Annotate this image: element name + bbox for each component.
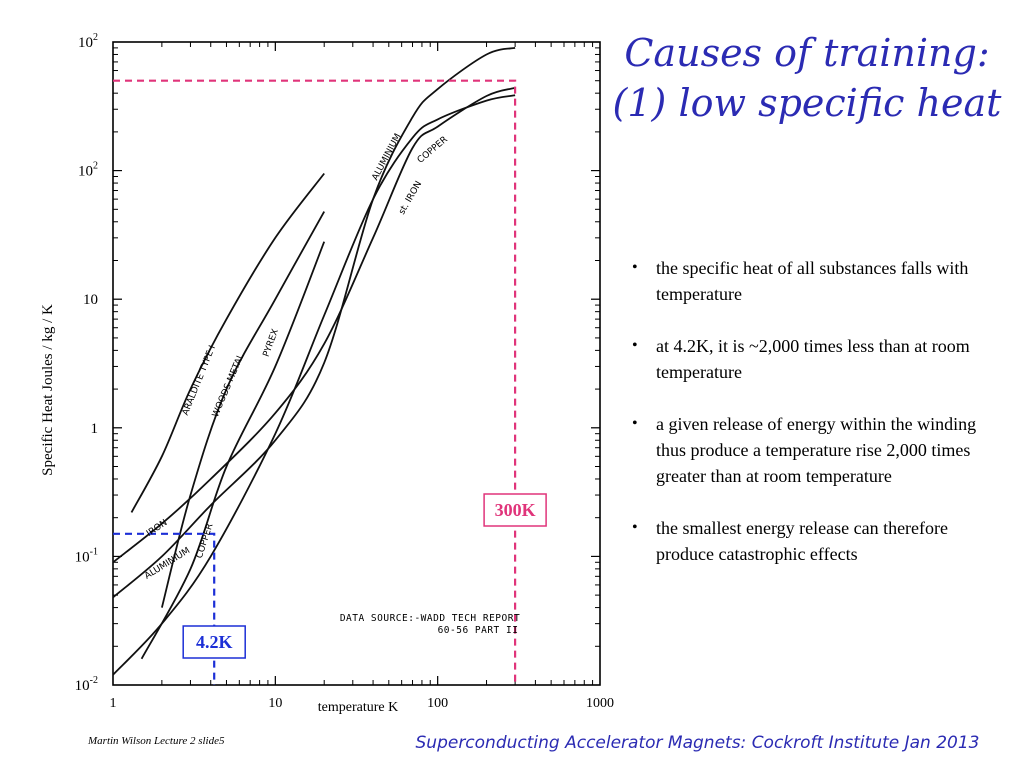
footer-course: Superconducting Accelerator Magnets: Coc… xyxy=(415,733,980,753)
y-tick-base: 10 xyxy=(78,35,93,51)
slide-title: Causes of training: (1) low specific hea… xyxy=(612,28,1002,128)
y-tick-label: 102 xyxy=(78,32,98,51)
chart-frame xyxy=(112,41,601,686)
y-tick-exponent: 2 xyxy=(93,161,98,172)
y-tick-label: 102 xyxy=(78,161,98,180)
marker-label-42k: 4.2K xyxy=(196,632,233,652)
x-axis-label: temperature K xyxy=(318,700,398,715)
footer-author: Martin Wilson Lecture 2 slide5 xyxy=(88,735,225,747)
curve-label-woods-metal: WOODS METAL xyxy=(211,352,247,419)
curve-copper xyxy=(112,94,516,676)
marker-line-300k xyxy=(113,79,517,685)
curve-pyrex xyxy=(140,241,326,660)
x-tick-label: 100 xyxy=(427,696,448,711)
y-tick-label: 1 xyxy=(91,421,99,437)
curve-araldite-type-i xyxy=(130,172,325,513)
curve-label-araldite-type-i: ARALDITE TYPE I xyxy=(181,344,218,417)
x-tick-label: 10 xyxy=(268,696,282,711)
title-line-2: (1) low specific heat xyxy=(612,81,1002,125)
marker-box-300k xyxy=(483,493,547,527)
curve-label-st-iron: IRON xyxy=(145,518,169,539)
bullet-item: a given release of energy within the win… xyxy=(632,411,992,489)
data-source-note: DATA SOURCE:-WADD TECH REPORT xyxy=(340,613,520,624)
chart-curves xyxy=(112,47,516,676)
curve-label-pyrex: PYREX xyxy=(262,328,281,359)
bullet-list: the specific heat of all substances fall… xyxy=(632,255,992,593)
marker-line-42k xyxy=(113,532,216,685)
x-tick-label: 1000 xyxy=(586,696,614,711)
y-tick-label: 10-2 xyxy=(75,675,98,694)
plot-frame xyxy=(112,41,601,686)
y-tick-exponent: -1 xyxy=(90,546,98,557)
y-tick-exponent: 2 xyxy=(93,32,98,43)
y-tick-label: 10 xyxy=(83,292,98,308)
title-line-1: Causes of training: xyxy=(624,31,990,75)
y-tick-base: 10 xyxy=(78,164,93,180)
marker-label-300k: 300K xyxy=(495,500,536,520)
y-tick-label: 10-1 xyxy=(75,546,98,565)
y-tick-base: 10 xyxy=(75,549,90,565)
curve-aluminium xyxy=(112,47,516,599)
chart-markers: 300K 4.2K xyxy=(113,79,547,685)
curve-label-copper: COPPER xyxy=(416,135,450,166)
bullet-item: the specific heat of all substances fall… xyxy=(632,255,992,307)
curve-label-st-iron: st. IRON xyxy=(397,180,424,217)
y-tick-base: 1 xyxy=(91,421,99,437)
data-source-note: 60-56 PART II xyxy=(438,625,519,636)
y-tick-exponent: -2 xyxy=(90,675,98,686)
curve-st-iron xyxy=(112,87,516,564)
y-tick-base: 10 xyxy=(83,292,98,308)
y-axis-label: Specific Heat Joules / kg / K xyxy=(40,304,56,476)
curve-woods-metal xyxy=(161,211,325,608)
bullet-item: the smallest energy release can therefor… xyxy=(632,515,992,567)
y-tick-base: 10 xyxy=(75,678,90,694)
x-tick-label: 1 xyxy=(110,696,117,711)
marker-box-42k xyxy=(182,625,246,659)
bullet-item: at 4.2K, it is ~2,000 times less than at… xyxy=(632,333,992,385)
